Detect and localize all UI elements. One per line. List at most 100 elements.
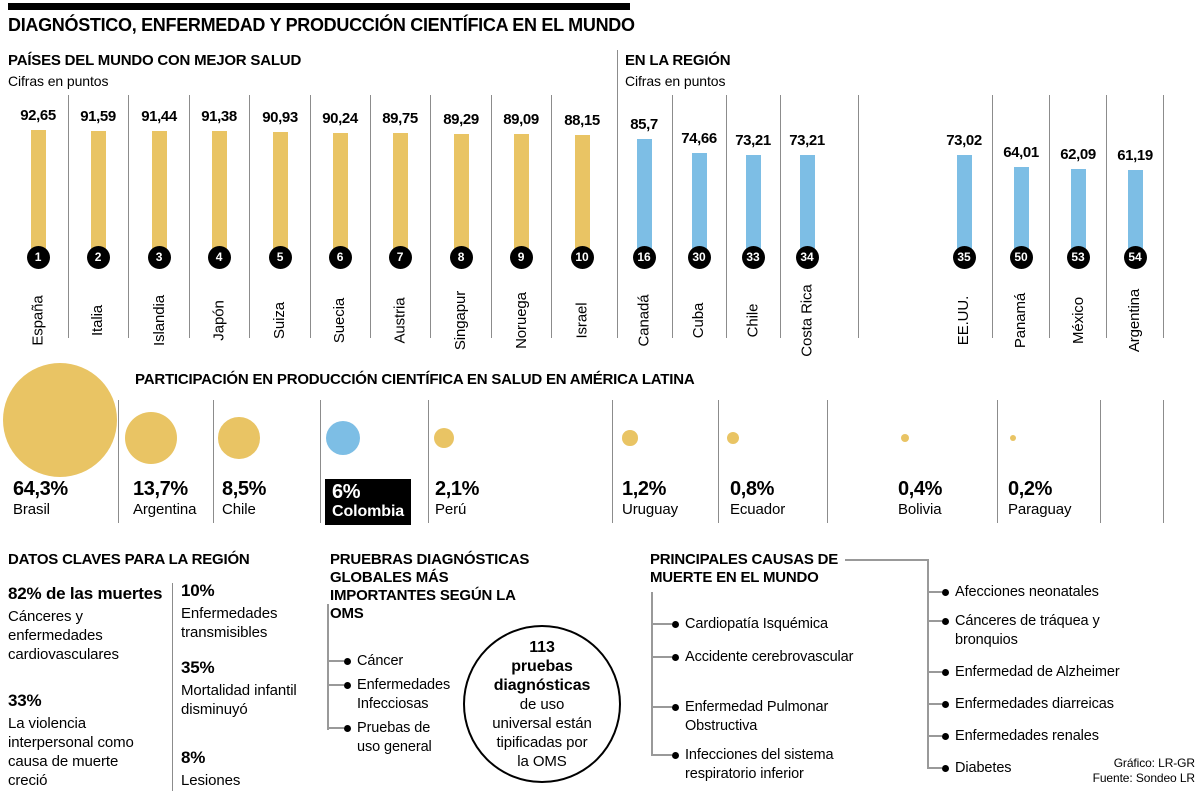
list-item: Enfermedades renales bbox=[942, 727, 1137, 746]
stat-value: 35% bbox=[181, 658, 215, 677]
divider-line bbox=[172, 583, 173, 791]
bar-value-label: 64,01 bbox=[1003, 143, 1039, 161]
country-label: Argentina bbox=[133, 501, 197, 518]
bubble bbox=[726, 431, 740, 445]
key-fact: 35% Mortalidad infantil disminuyó bbox=[181, 658, 306, 719]
percentage-label: 6% bbox=[332, 481, 361, 503]
tree-spine-line bbox=[927, 559, 929, 768]
page-title: DIAGNÓSTICO, ENFERMEDAD Y PRODUCCIÓN CIE… bbox=[8, 15, 635, 35]
bar bbox=[1127, 170, 1143, 250]
bar-value-label: 91,38 bbox=[201, 108, 237, 126]
list-item-text: Cardiopatía Isquémica bbox=[685, 616, 828, 632]
divider-line bbox=[370, 95, 371, 338]
list-item: Enfermedad Pulmonar Obstructiva bbox=[672, 698, 862, 736]
connector-line bbox=[651, 656, 672, 658]
divider-line bbox=[551, 95, 552, 338]
country-label: Ecuador bbox=[730, 501, 786, 518]
credits: Gráfico: LR-GR Fuente: Sondeo LR bbox=[1093, 756, 1195, 786]
rank-badge: 35 bbox=[952, 246, 976, 269]
connector-line bbox=[927, 591, 942, 593]
percentage-label: 8,5% bbox=[222, 478, 266, 500]
divider-line bbox=[1049, 95, 1050, 338]
graphic-credit: Gráfico: LR-GR bbox=[1113, 756, 1195, 770]
rank-badge: 10 bbox=[570, 246, 594, 269]
list-item-text: Enfermedades diarreicas bbox=[955, 696, 1114, 712]
connector-line bbox=[927, 620, 942, 622]
connector-line bbox=[651, 706, 672, 708]
bar-value-label: 74,66 bbox=[681, 129, 717, 147]
bar bbox=[90, 130, 106, 250]
list-item: Cáncer bbox=[344, 652, 454, 671]
bar bbox=[392, 133, 408, 250]
bullet-icon bbox=[942, 765, 949, 772]
country-label-text: Israel bbox=[573, 301, 591, 339]
bar bbox=[453, 133, 469, 250]
divider-line bbox=[428, 400, 429, 523]
percentage-label: 1,2% bbox=[622, 478, 666, 500]
key-fact: 10% Enfermedades transmisibles bbox=[181, 581, 306, 642]
rank-badge: 54 bbox=[1123, 246, 1147, 269]
bar-value-label: 73,21 bbox=[735, 131, 771, 149]
connector-line bbox=[927, 703, 942, 705]
divider-line bbox=[68, 95, 69, 338]
bullet-icon bbox=[942, 701, 949, 708]
divider-line bbox=[1163, 400, 1164, 523]
bar bbox=[151, 131, 167, 250]
bar-value-label: 90,93 bbox=[262, 108, 298, 126]
bar bbox=[745, 154, 761, 250]
list-item: Pruebas de uso general bbox=[344, 719, 454, 757]
divider-line bbox=[718, 400, 719, 523]
rank-badge: 53 bbox=[1066, 246, 1090, 269]
list-item: Cánceres de tráquea y bronquios bbox=[942, 612, 1137, 650]
bubble bbox=[124, 411, 178, 465]
bubble bbox=[900, 433, 910, 443]
bar bbox=[332, 132, 348, 250]
list-item-text: Enfermedades renales bbox=[955, 728, 1099, 744]
list-item-text: Diabetes bbox=[955, 760, 1012, 776]
divider-line bbox=[213, 400, 214, 523]
key-fact: 33% La violencia interpersonal como caus… bbox=[8, 691, 158, 790]
list-item-text: Enfermedades Infecciosas bbox=[357, 677, 451, 712]
country-label-text: Argentina bbox=[1126, 288, 1144, 352]
bar bbox=[691, 152, 707, 250]
bar bbox=[1070, 169, 1086, 250]
country-label: Paraguay bbox=[1008, 501, 1072, 518]
percentage-label: 0,2% bbox=[1008, 478, 1052, 500]
stat-value: 10% bbox=[181, 581, 215, 600]
bullet-icon bbox=[672, 704, 679, 711]
bullet-icon bbox=[672, 752, 679, 759]
connector-line bbox=[845, 559, 929, 561]
diagnostics-circle: 113 pruebas diagnósticas de uso universa… bbox=[463, 625, 621, 783]
connector-line bbox=[651, 623, 672, 625]
rank-badge: 2 bbox=[86, 246, 110, 269]
divider-line bbox=[1106, 95, 1107, 338]
bar-value-label: 62,09 bbox=[1060, 146, 1096, 164]
bullet-icon bbox=[942, 733, 949, 740]
divider-line bbox=[1163, 95, 1164, 338]
list-item: Enfermedades Infecciosas bbox=[344, 676, 454, 714]
country-label: Costa Rica bbox=[752, 265, 862, 375]
divider-line bbox=[491, 95, 492, 338]
rank-badge: 5 bbox=[268, 246, 292, 269]
stat-description: Enfermedades transmisibles bbox=[181, 605, 278, 641]
rank-badge: 8 bbox=[449, 246, 473, 269]
circle-text: de uso universal están tipificadas por l… bbox=[492, 695, 592, 770]
bar-value-label: 91,44 bbox=[141, 108, 177, 126]
bullet-icon bbox=[942, 589, 949, 596]
divider-line bbox=[320, 400, 321, 523]
list-item: Afecciones neonatales bbox=[942, 583, 1137, 602]
bar bbox=[1013, 166, 1029, 250]
list-item-text: Infecciones del sistema respiratorio inf… bbox=[685, 747, 834, 782]
bar-value-label: 73,02 bbox=[946, 132, 982, 150]
country-label: Colombia bbox=[332, 503, 405, 520]
bubble bbox=[218, 417, 260, 459]
percentage-label: 0,8% bbox=[730, 478, 774, 500]
bubble bbox=[2, 362, 117, 477]
bullet-icon bbox=[942, 669, 949, 676]
country-label: Brasil bbox=[13, 501, 50, 518]
bar bbox=[513, 134, 529, 250]
divider-line bbox=[858, 95, 859, 338]
highlight-label-box: 6% Colombia bbox=[325, 479, 412, 525]
region-chart-subtitle: Cifras en puntos bbox=[625, 73, 726, 89]
connector-line bbox=[327, 660, 344, 662]
